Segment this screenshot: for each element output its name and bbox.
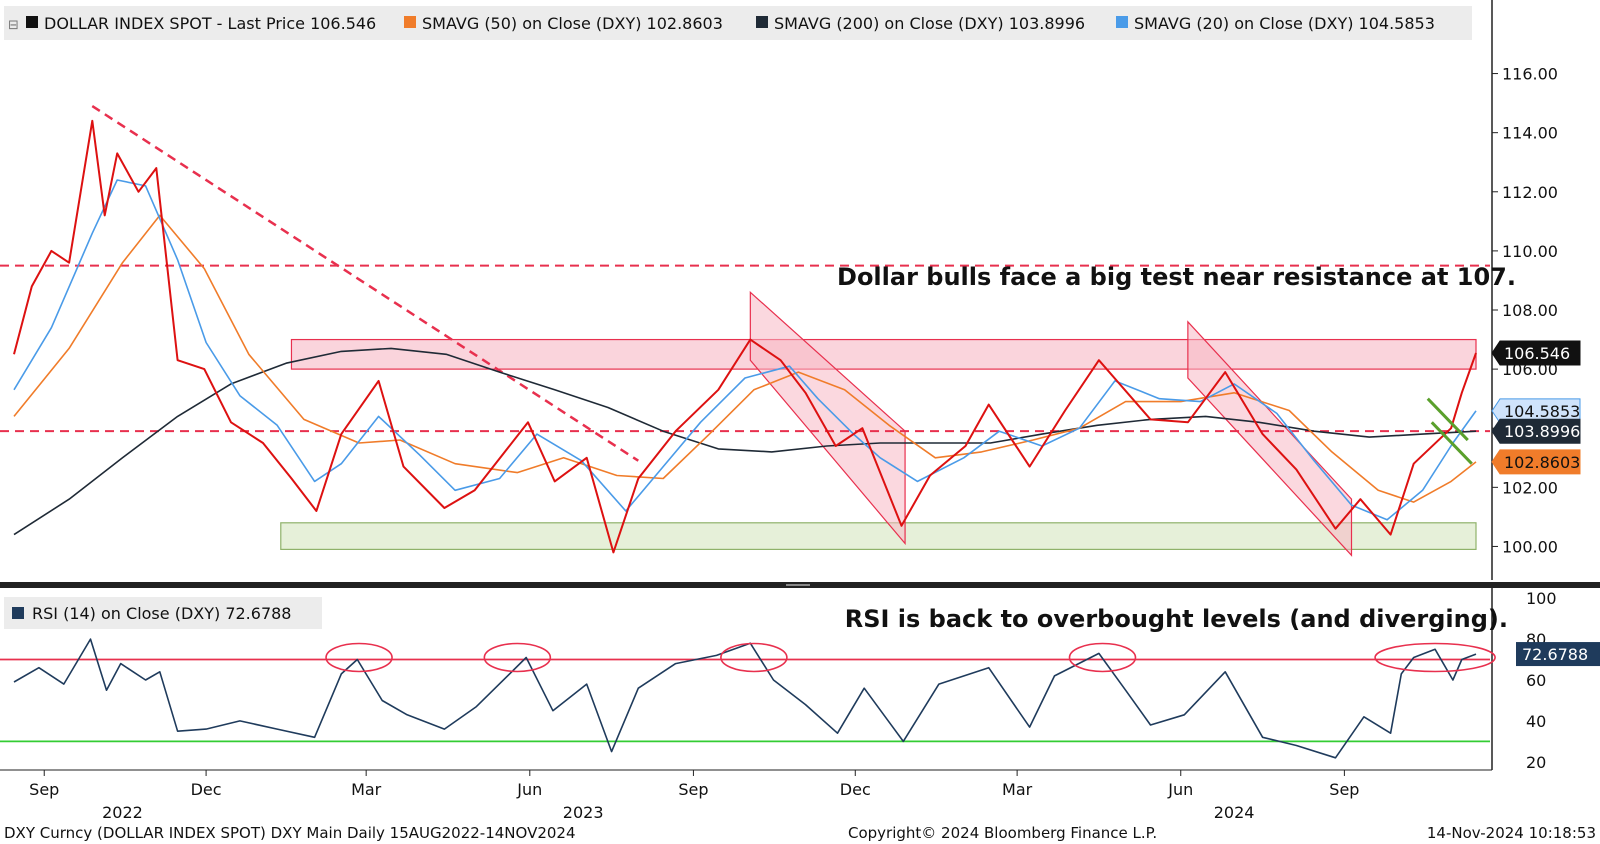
rsi-layer — [0, 638, 1496, 759]
price-value-tag-label: 106.546 — [1504, 344, 1570, 363]
price-y-tick-label: 114.00 — [1502, 124, 1558, 143]
levels-layer — [0, 105, 1490, 462]
x-month-label: Mar — [351, 780, 382, 799]
rsi-overbought-ellipse — [720, 642, 788, 673]
series-line-smavg-20- — [13, 179, 1477, 521]
x-month-label: Jun — [516, 780, 542, 799]
main-legend: ⊟ DOLLAR INDEX SPOT - Last Price 106.546… — [8, 14, 1435, 33]
price-y-tick-label: 100.00 — [1502, 537, 1558, 556]
rsi-overbought-ellipse — [1068, 642, 1137, 673]
footer-ticker-info: DXY Curncy (DOLLAR INDEX SPOT) DXY Main … — [4, 824, 576, 842]
price-y-tick-label: 110.00 — [1502, 242, 1558, 261]
price-value-tag-label: 103.8996 — [1504, 422, 1580, 441]
rsi-value-tag-label: 72.6788 — [1522, 645, 1588, 664]
x-year-label: 2023 — [563, 803, 604, 822]
legend-swatch-sma200 — [756, 16, 768, 28]
zones-layer — [280, 290, 1477, 557]
series-line-smavg-50- — [13, 214, 1477, 503]
x-month-label: Dec — [840, 780, 871, 799]
x-year-label: 2022 — [102, 803, 143, 822]
series-line-smavg-200- — [13, 347, 1477, 536]
legend-swatch-rsi — [12, 607, 24, 619]
series-layer — [13, 119, 1477, 554]
legend-label-dxy: DOLLAR INDEX SPOT - Last Price 106.546 — [44, 14, 376, 33]
x-month-label: Sep — [678, 780, 708, 799]
price-value-tag-label: 104.5853 — [1504, 402, 1580, 421]
x-axis-layer: Sep Dec Mar Jun Sep Dec Mar Jun Sep 2022 2023 2024 — [0, 769, 1492, 822]
footer-copyright: Copyright© 2024 Bloomberg Finance L.P. — [848, 824, 1157, 842]
x-month-label: Jun — [1167, 780, 1193, 799]
series-line-rsi — [13, 638, 1477, 759]
breakout-mark-2 — [1430, 421, 1473, 465]
rsi-y-tick-label: 20 — [1526, 753, 1546, 772]
zone-support — [280, 522, 1477, 550]
x-month-label: Sep — [29, 780, 59, 799]
rsi-y-tick-label: 100 — [1526, 589, 1557, 608]
price-y-tick-label: 102.00 — [1502, 478, 1558, 497]
x-month-label: Mar — [1002, 780, 1033, 799]
zone-resistance — [290, 338, 1477, 370]
price-value-tag — [1491, 449, 1581, 475]
annotation-resistance: Dollar bulls face a big test near resist… — [837, 263, 1516, 291]
rsi-overbought-ellipse — [325, 642, 393, 673]
series-line-dollar-index-spot — [13, 119, 1477, 554]
main-legend-background — [4, 6, 1472, 40]
legend-pin-icon[interactable]: ⊟ — [8, 18, 19, 33]
x-year-label: 2024 — [1214, 803, 1255, 822]
price-value-tag — [1491, 418, 1581, 444]
rsi-y-tick-label: 60 — [1526, 671, 1546, 690]
price-y-tick-label: 116.00 — [1502, 65, 1558, 84]
down-channel-1 — [749, 290, 906, 546]
legend-swatch-sma20 — [1116, 16, 1128, 28]
rsi-y-tick-label: 40 — [1526, 712, 1546, 731]
legend-swatch-sma50 — [404, 16, 416, 28]
annotation-rsi: RSI is back to overbought levels (and di… — [845, 605, 1508, 633]
legend-label-rsi: RSI (14) on Close (DXY) 72.6788 — [32, 604, 291, 623]
rsi-legend-background — [4, 597, 322, 629]
price-value-tag-label: 102.8603 — [1504, 453, 1580, 472]
legend-label-sma50: SMAVG (50) on Close (DXY) 102.8603 — [422, 14, 723, 33]
price-value-tag — [1491, 340, 1581, 366]
x-month-label: Sep — [1329, 780, 1359, 799]
descending-trendline — [91, 105, 639, 462]
x-month-label: Dec — [191, 780, 222, 799]
legend-swatch-dxy — [26, 16, 38, 28]
rsi-overbought-ellipse — [483, 642, 552, 673]
breakout-mark-1 — [1426, 397, 1469, 442]
rsi-overbought-ellipse — [1374, 642, 1496, 673]
rsi-value-tag — [1516, 642, 1600, 667]
price-y-tick-label: 112.00 — [1502, 183, 1558, 202]
footer-timestamp: 14-Nov-2024 10:18:53 — [1427, 824, 1596, 842]
price-y-tick-label: 108.00 — [1502, 301, 1558, 320]
legend-label-sma200: SMAVG (200) on Close (DXY) 103.8996 — [774, 14, 1085, 33]
legend-label-sma20: SMAVG (20) on Close (DXY) 104.5853 — [1134, 14, 1435, 33]
